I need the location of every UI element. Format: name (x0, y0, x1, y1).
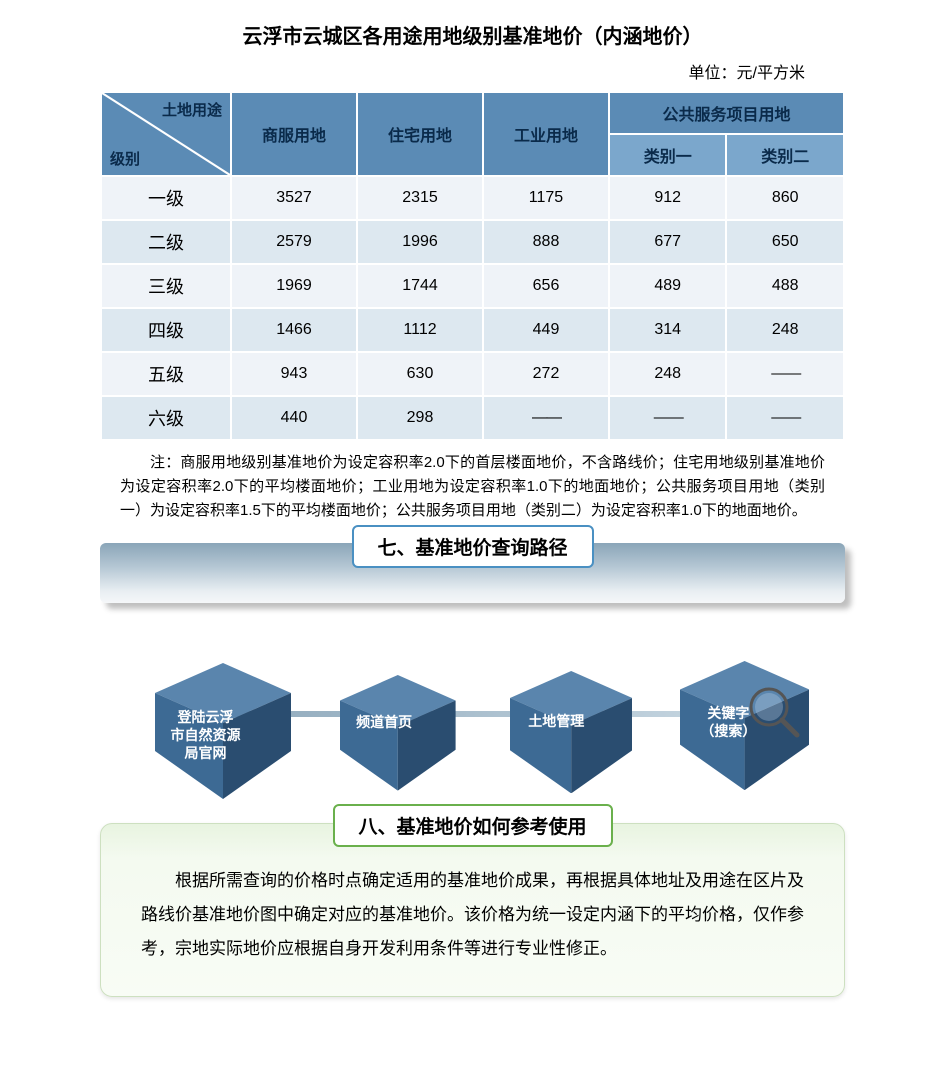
section8: 八、基准地价如何参考使用 根据所需查询的价格时点确定适用的基准地价成果，再根据具… (100, 823, 845, 997)
data-cell: 2579 (231, 220, 357, 264)
table-note: 注：商服用地级别基准地价为设定容积率2.0下的首层楼面地价，不含路线价；住宅用地… (100, 451, 845, 523)
data-cell: 860 (726, 176, 844, 220)
data-cell: 943 (231, 352, 357, 396)
data-cell: 1744 (357, 264, 483, 308)
data-cell: 449 (483, 308, 609, 352)
data-cell: 3527 (231, 176, 357, 220)
flow-node-label: 频道首页 (348, 713, 420, 731)
data-cell: —— (726, 352, 844, 396)
data-cell: 650 (726, 220, 844, 264)
col-subheader: 类别二 (726, 134, 844, 176)
data-cell: 489 (609, 264, 726, 308)
flow-node: 频道首页 (340, 675, 456, 791)
section7-label: 七、基准地价查询路径 (351, 525, 593, 568)
flow-diagram: 登陆云浮市自然资源局官网 频道首页 土地管理 关键字（搜索） (100, 653, 845, 793)
data-cell: 912 (609, 176, 726, 220)
level-cell: 二级 (101, 220, 231, 264)
col-header-group: 公共服务项目用地 (609, 92, 844, 134)
diag-top-label: 土地用途 (162, 99, 222, 120)
unit-label: 单位：元/平方米 (100, 59, 845, 83)
diag-bot-label: 级别 (110, 148, 140, 169)
data-cell: 248 (609, 352, 726, 396)
data-cell: —— (609, 396, 726, 440)
level-cell: 五级 (101, 352, 231, 396)
data-cell: 488 (726, 264, 844, 308)
flow-node: 土地管理 (510, 671, 632, 793)
col-header: 工业用地 (483, 92, 609, 176)
magnifier-icon (745, 683, 805, 748)
data-cell: 677 (609, 220, 726, 264)
table-row: 三级19691744656489488 (101, 264, 844, 308)
data-cell: 440 (231, 396, 357, 440)
table-row: 五级943630272248—— (101, 352, 844, 396)
data-cell: 2315 (357, 176, 483, 220)
section8-label: 八、基准地价如何参考使用 (332, 804, 612, 847)
data-cell: 1175 (483, 176, 609, 220)
level-cell: 一级 (101, 176, 231, 220)
data-cell: 630 (357, 352, 483, 396)
data-cell: 656 (483, 264, 609, 308)
flow-node-label: 土地管理 (518, 712, 595, 730)
data-cell: 1466 (231, 308, 357, 352)
table-row: 二级25791996888677650 (101, 220, 844, 264)
col-header: 住宅用地 (357, 92, 483, 176)
data-cell: 888 (483, 220, 609, 264)
flow-node: 登陆云浮市自然资源局官网 (155, 663, 291, 799)
data-cell: 314 (609, 308, 726, 352)
data-cell: 1996 (357, 220, 483, 264)
data-cell: —— (726, 396, 844, 440)
price-table: 土地用途 级别 商服用地 住宅用地 工业用地 公共服务项目用地 类别一 类别二 … (100, 91, 845, 441)
section7: 七、基准地价查询路径 (100, 543, 845, 603)
table-row: 四级14661112449314248 (101, 308, 844, 352)
diag-header: 土地用途 级别 (101, 92, 231, 176)
data-cell: 248 (726, 308, 844, 352)
level-cell: 三级 (101, 264, 231, 308)
col-subheader: 类别一 (609, 134, 726, 176)
table-row: 六级440298—————— (101, 396, 844, 440)
data-cell: 1969 (231, 264, 357, 308)
table-row: 一级352723151175912860 (101, 176, 844, 220)
section8-text: 根据所需查询的价格时点确定适用的基准地价成果，再根据具体地址及用途在区片及路线价… (141, 864, 804, 966)
flow-node-label: 登陆云浮市自然资源局官网 (163, 708, 248, 763)
data-cell: 1112 (357, 308, 483, 352)
level-cell: 四级 (101, 308, 231, 352)
data-cell: 272 (483, 352, 609, 396)
page-title: 云浮市云城区各用途用地级别基准地价（内涵地价） (100, 20, 845, 49)
level-cell: 六级 (101, 396, 231, 440)
data-cell: —— (483, 396, 609, 440)
data-cell: 298 (357, 396, 483, 440)
col-header: 商服用地 (231, 92, 357, 176)
